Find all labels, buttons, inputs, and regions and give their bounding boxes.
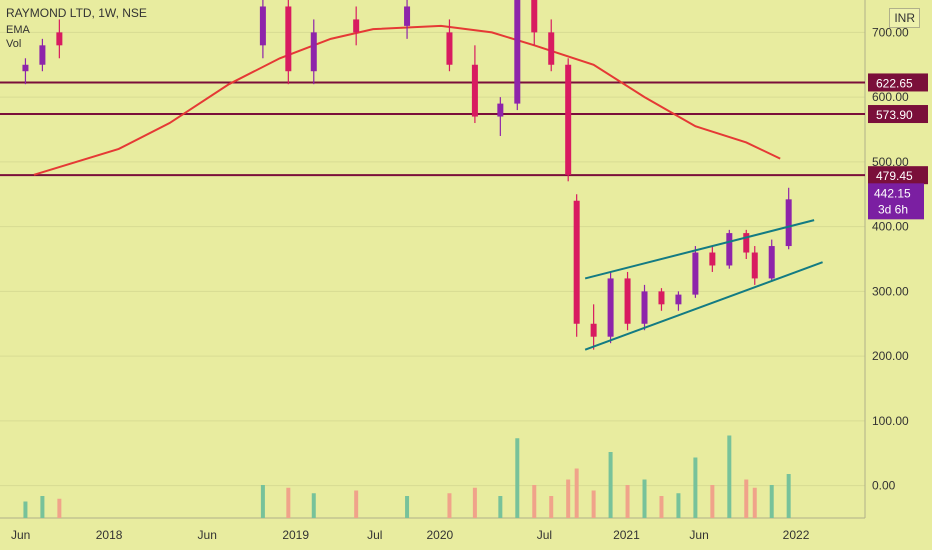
candle-body	[709, 252, 716, 266]
candle-body	[497, 103, 504, 117]
candle-body	[446, 32, 453, 65]
candle-body	[743, 233, 750, 253]
x-tick-label: Jul	[537, 528, 552, 542]
volume-bar	[574, 468, 579, 518]
volume-bar	[786, 474, 791, 518]
x-tick-label: 2020	[427, 528, 454, 542]
trendline	[584, 261, 823, 351]
x-tick-label: Jul	[367, 528, 382, 542]
x-tick-label: 2021	[613, 528, 640, 542]
candle-body	[22, 64, 29, 72]
y-tick-label: 100.00	[872, 414, 909, 428]
volume-bar	[769, 485, 774, 518]
volume-label: Vol	[6, 38, 22, 50]
trendline	[584, 219, 815, 280]
currency-badge[interactable]: INR	[889, 8, 920, 28]
candle-body	[692, 252, 699, 295]
candle-body	[768, 246, 775, 279]
volume-bar	[566, 479, 571, 518]
x-tick-label: Jun	[198, 528, 217, 542]
price-level-badge	[868, 166, 928, 185]
x-tick-label: 2022	[783, 528, 810, 542]
candle-body	[531, 0, 538, 33]
y-tick-label: 200.00	[872, 349, 909, 363]
volume-bar	[472, 487, 477, 518]
candle-body	[39, 45, 46, 65]
current-price-countdown: 3d 6h	[878, 202, 908, 216]
chart-title: RAYMOND LTD, 1W, NSE	[6, 6, 147, 20]
candle-body	[641, 291, 648, 324]
volume-bar	[447, 493, 452, 518]
candle-body	[590, 323, 597, 337]
volume-bar	[676, 493, 681, 518]
price-level-label: 622.65	[876, 76, 913, 90]
y-tick-label: 400.00	[872, 220, 909, 234]
candle-body	[471, 64, 478, 117]
volume-bar	[608, 452, 613, 518]
price-level-badge	[868, 73, 928, 92]
y-tick-label: 700.00	[872, 25, 909, 39]
x-tick-label: 2019	[282, 528, 309, 542]
volume-bar	[591, 490, 596, 518]
x-tick-label: Jun	[11, 528, 30, 542]
candle-body	[310, 32, 317, 72]
volume-bar	[744, 479, 749, 518]
volume-bar	[659, 496, 664, 518]
volume-bar	[515, 438, 520, 518]
candle-body	[624, 278, 631, 324]
candle-body	[726, 233, 733, 266]
volume-bar	[405, 496, 410, 518]
candle-body	[675, 294, 682, 305]
y-tick-label: 300.00	[872, 284, 909, 298]
y-tick-label: 600.00	[872, 90, 909, 104]
candle-body	[607, 278, 614, 337]
candle-body	[285, 6, 292, 72]
candle-body	[565, 64, 572, 175]
volume-bar	[498, 496, 503, 518]
volume-bar	[311, 493, 316, 518]
candle-body	[514, 0, 521, 104]
volume-bar	[752, 487, 757, 518]
price-level-badge	[868, 105, 928, 124]
price-level-label: 479.45	[876, 169, 913, 183]
x-tick-label: 2018	[96, 528, 123, 542]
volume-bar	[710, 485, 715, 518]
ema-label: EMA	[6, 24, 30, 36]
candle-body	[785, 199, 792, 247]
x-tick-label: Jun	[689, 528, 708, 542]
candle-body	[404, 6, 411, 26]
y-tick-label: 500.00	[872, 155, 909, 169]
volume-bar	[23, 501, 28, 518]
candle-body	[548, 32, 555, 65]
y-tick-label: 0.00	[872, 479, 896, 493]
candle-body	[573, 200, 580, 324]
volume-bar	[727, 435, 732, 518]
current-price-label: 442.15	[874, 186, 911, 200]
volume-bar	[40, 496, 45, 518]
volume-bar	[642, 479, 647, 518]
candle-body	[259, 6, 266, 46]
volume-bar	[625, 485, 630, 518]
price-level-label: 573.90	[876, 108, 913, 122]
ema-line	[33, 24, 781, 176]
volume-bar	[286, 487, 291, 518]
candle-body	[56, 32, 63, 46]
volume-bar	[532, 485, 537, 518]
candle-body	[353, 19, 360, 33]
volume-bar	[57, 498, 62, 518]
candle-body	[658, 291, 665, 305]
current-price-badge	[868, 183, 924, 220]
volume-bar	[549, 496, 554, 518]
volume-bar	[354, 490, 359, 518]
candle-body	[751, 252, 758, 279]
volume-bar	[260, 485, 265, 518]
volume-bar	[693, 457, 698, 518]
